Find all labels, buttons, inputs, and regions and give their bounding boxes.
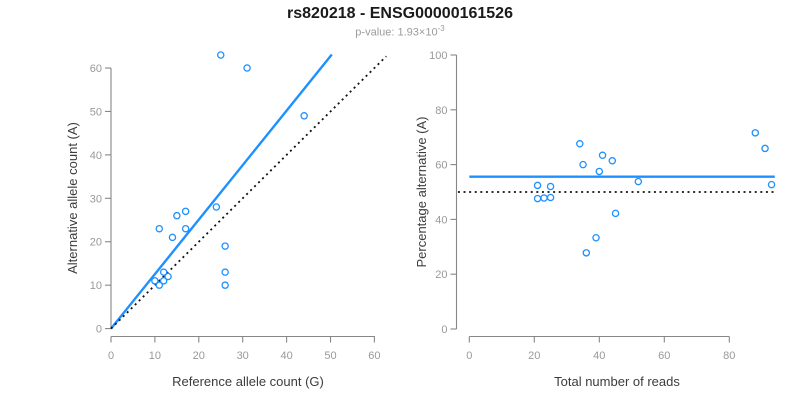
data-point <box>181 224 190 233</box>
x-tick-label: 20 <box>193 350 205 362</box>
data-point <box>151 277 159 285</box>
data-point <box>767 180 776 189</box>
x-tick-label: 40 <box>280 350 292 362</box>
data-point <box>173 211 181 220</box>
data-point <box>592 234 600 242</box>
data-point <box>155 281 164 289</box>
data-point <box>533 194 542 203</box>
pvalue-exponent: -3 <box>437 24 445 33</box>
y-tick-label: 80 <box>435 105 447 117</box>
data-point <box>164 272 172 281</box>
data-point <box>159 268 168 276</box>
y-tick-label: 60 <box>90 63 102 75</box>
data-point <box>216 51 225 59</box>
data-point <box>611 209 620 218</box>
identity-line <box>110 55 387 330</box>
data-point <box>576 140 584 148</box>
data-point <box>540 194 548 202</box>
data-point <box>533 181 542 190</box>
data-point <box>546 193 555 202</box>
data-point <box>243 64 251 72</box>
y-tick-label: 100 <box>429 50 447 62</box>
y-tick-label: 0 <box>96 324 102 336</box>
x-tick-label: 0 <box>108 350 114 362</box>
x-tick-label: 80 <box>723 350 735 362</box>
data-point <box>300 112 308 120</box>
figure-title: rs820218 - ENSG00000161526 <box>287 5 513 22</box>
data-point <box>168 233 177 242</box>
x-tick-label: 0 <box>466 350 472 362</box>
y-tick-label: 0 <box>441 324 447 336</box>
y-tick-label: 60 <box>435 160 447 172</box>
y-tick-label: 30 <box>90 193 102 205</box>
y-tick-label: 20 <box>435 269 447 281</box>
data-point <box>212 203 221 211</box>
x-tick-label: 40 <box>593 350 605 362</box>
x-tick-label: 10 <box>149 350 161 362</box>
data-point <box>181 207 190 216</box>
y-tick-label: 40 <box>435 214 447 226</box>
data-point <box>608 157 617 165</box>
data-point <box>595 167 604 176</box>
left-xaxis-label: Reference allele count (G) <box>172 374 324 389</box>
data-point <box>159 277 168 285</box>
data-point <box>221 281 229 289</box>
data-point <box>582 249 591 257</box>
right-yaxis-label: Percentage alternative (A) <box>414 116 429 267</box>
data-point <box>598 151 607 160</box>
x-tick-label: 30 <box>237 350 249 362</box>
y-tick-label: 50 <box>90 106 102 118</box>
right-xaxis-label: Total number of reads <box>554 374 680 389</box>
data-point <box>634 177 643 186</box>
data-point <box>221 268 229 276</box>
data-point <box>155 224 164 233</box>
x-tick-label: 60 <box>658 350 670 362</box>
data-point <box>761 144 769 153</box>
data-point <box>221 242 229 250</box>
data-point <box>751 129 760 137</box>
regression-line <box>110 53 333 330</box>
left-yaxis-label: Alternative allele count (A) <box>65 122 80 274</box>
y-tick-label: 10 <box>90 280 102 292</box>
y-tick-label: 40 <box>90 150 102 162</box>
pvalue-text: p-value: 1.93×10 <box>355 26 438 39</box>
figure-subtitle: p-value: 1.93×10-3 <box>0 24 800 39</box>
left-plot: 0 10 20 30 40 50 60 0 10 20 30 40 50 60 <box>90 51 387 362</box>
x-tick-label: 60 <box>368 350 380 362</box>
y-tick-label: 20 <box>90 237 102 249</box>
data-point <box>579 160 587 169</box>
x-tick-label: 20 <box>528 350 540 362</box>
x-tick-label: 50 <box>324 350 336 362</box>
data-point <box>546 182 555 191</box>
right-plot: 0 20 40 60 80 0 20 40 60 80 100 <box>429 50 776 362</box>
